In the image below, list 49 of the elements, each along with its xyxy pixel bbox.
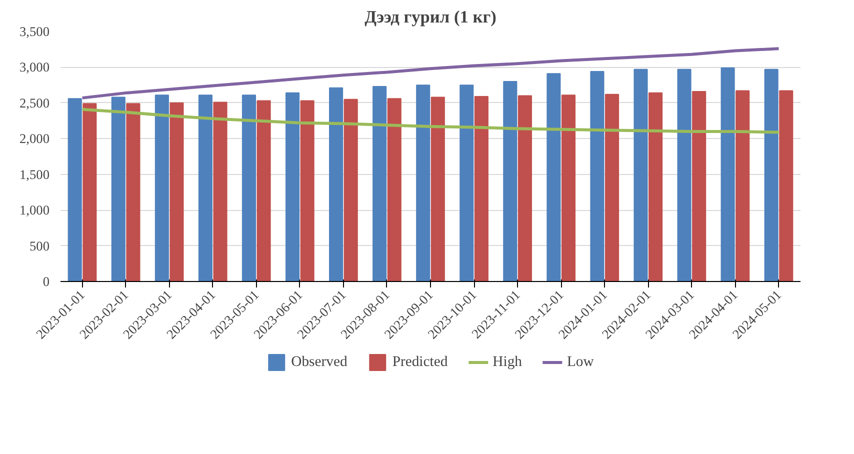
y-tick-label: 500 bbox=[30, 238, 50, 254]
bar bbox=[126, 103, 140, 282]
bar bbox=[779, 90, 794, 282]
bar bbox=[474, 96, 488, 282]
bar bbox=[198, 94, 212, 282]
bar bbox=[329, 87, 344, 282]
line-series bbox=[80, 47, 780, 100]
bar bbox=[503, 81, 518, 282]
bar bbox=[764, 68, 778, 282]
bar bbox=[430, 96, 445, 282]
bar bbox=[387, 98, 402, 282]
y-tick-label: 2,500 bbox=[20, 95, 50, 110]
legend-label: Observed bbox=[291, 354, 348, 370]
legend-label: High bbox=[492, 354, 522, 370]
chart-title: Дээд гурил (1 кг) bbox=[364, 8, 497, 26]
bar bbox=[170, 102, 184, 282]
y-tick-label: 2,000 bbox=[20, 131, 50, 146]
line-series bbox=[80, 108, 780, 134]
bar bbox=[372, 86, 387, 282]
bar bbox=[344, 98, 358, 282]
bar bbox=[416, 84, 430, 282]
bar bbox=[590, 71, 604, 282]
bar bbox=[634, 68, 648, 282]
bar bbox=[242, 94, 256, 282]
bar bbox=[736, 90, 750, 282]
bar bbox=[213, 102, 228, 282]
y-tick-label: 1,000 bbox=[20, 202, 50, 218]
bar bbox=[300, 100, 314, 282]
bar bbox=[111, 96, 126, 282]
y-tick-label: 1,500 bbox=[20, 166, 50, 182]
bar bbox=[82, 103, 97, 282]
bar bbox=[720, 67, 735, 282]
legend-label: Low bbox=[566, 354, 594, 370]
bar bbox=[285, 92, 300, 282]
legend-label: Predicted bbox=[392, 354, 448, 370]
bar bbox=[256, 100, 271, 282]
bar bbox=[648, 92, 663, 282]
y-tick-label: 0 bbox=[42, 274, 50, 289]
bar bbox=[677, 68, 692, 282]
bar bbox=[518, 95, 532, 282]
bar bbox=[154, 94, 169, 282]
bar bbox=[546, 73, 561, 282]
bar bbox=[692, 91, 706, 282]
bar bbox=[604, 94, 620, 282]
bar bbox=[460, 84, 474, 282]
y-tick-label: 3,000 bbox=[20, 60, 50, 75]
y-tick-label: 3,500 bbox=[20, 24, 50, 39]
bar bbox=[561, 94, 576, 282]
bar bbox=[68, 98, 82, 282]
